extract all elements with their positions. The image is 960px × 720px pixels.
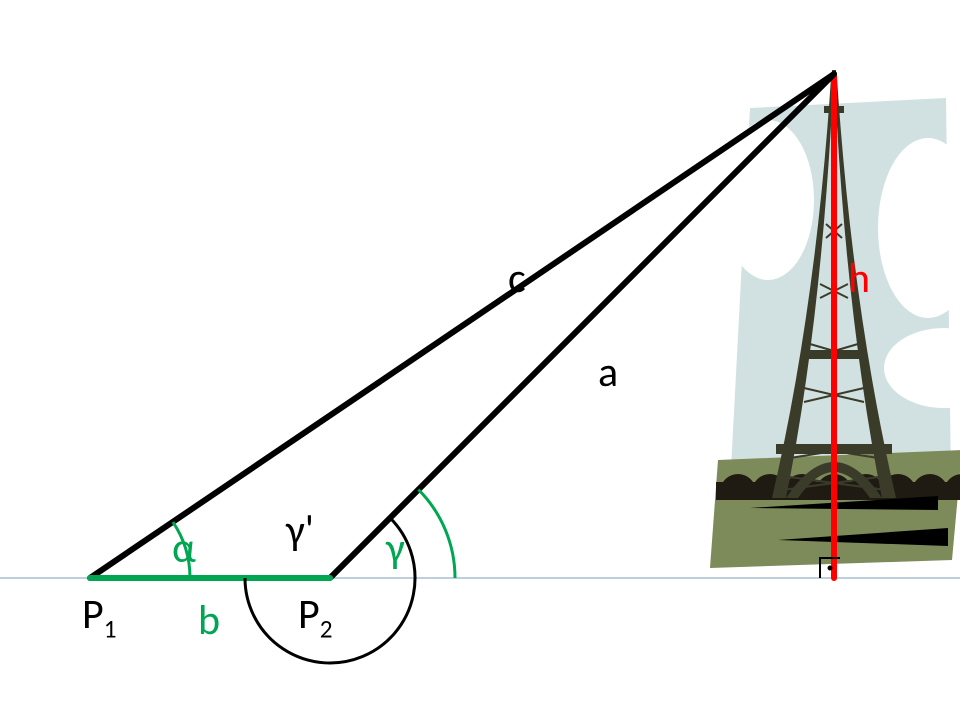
label-alpha: α xyxy=(172,528,196,570)
label-gamma: γ xyxy=(386,528,405,570)
label-a: a xyxy=(598,352,618,394)
label-c: c xyxy=(508,258,526,300)
label-p1: P1 xyxy=(82,594,116,642)
label-gamma-prime: γ' xyxy=(286,510,314,552)
right-angle-dot xyxy=(828,566,833,571)
arc-gamma xyxy=(418,490,455,578)
label-p2: P2 xyxy=(298,594,332,642)
label-h: h xyxy=(848,258,870,300)
label-b: b xyxy=(198,600,220,642)
diagram-canvas xyxy=(0,0,960,720)
